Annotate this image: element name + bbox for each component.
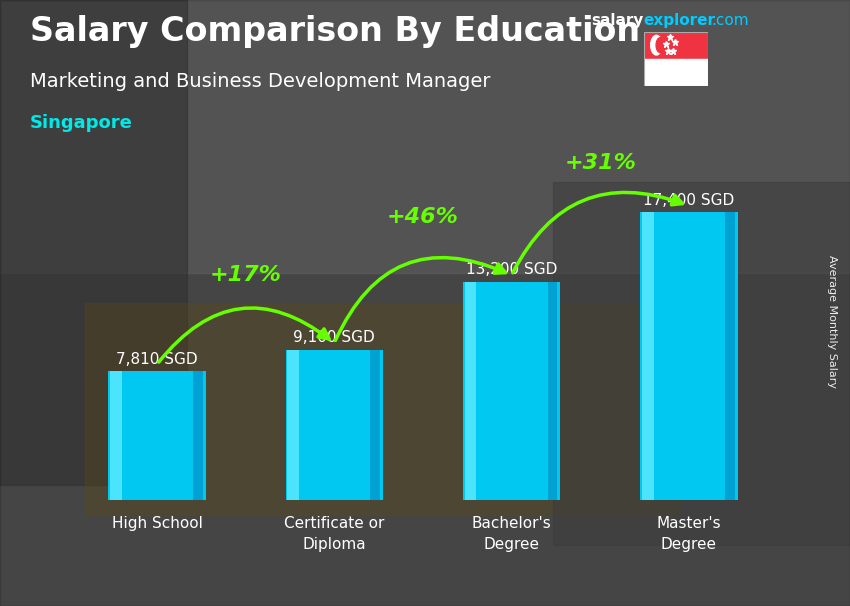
- Text: +46%: +46%: [387, 207, 459, 227]
- Bar: [547, 282, 558, 500]
- Bar: [110, 371, 122, 500]
- Circle shape: [650, 35, 662, 55]
- Text: +17%: +17%: [210, 265, 281, 285]
- Text: Marketing and Business Development Manager: Marketing and Business Development Manag…: [30, 72, 490, 90]
- Bar: [108, 371, 206, 500]
- Text: 7,810 SGD: 7,810 SGD: [116, 351, 198, 367]
- Bar: [85, 303, 680, 515]
- Text: 13,200 SGD: 13,200 SGD: [466, 262, 558, 278]
- Text: 17,400 SGD: 17,400 SGD: [643, 193, 734, 208]
- Text: salary: salary: [591, 13, 643, 28]
- Bar: [725, 212, 734, 500]
- Bar: [552, 182, 850, 545]
- Bar: [286, 350, 383, 500]
- Bar: [371, 350, 380, 500]
- Text: .com: .com: [711, 13, 749, 28]
- Text: Singapore: Singapore: [30, 114, 133, 132]
- Bar: [642, 212, 654, 500]
- Bar: [462, 282, 560, 500]
- Bar: [287, 350, 299, 500]
- Bar: [0, 0, 187, 485]
- Bar: [644, 59, 708, 86]
- Text: 9,100 SGD: 9,100 SGD: [293, 330, 375, 345]
- Bar: [465, 282, 476, 500]
- Circle shape: [656, 38, 665, 53]
- Text: explorer: explorer: [643, 13, 716, 28]
- Bar: [193, 371, 203, 500]
- Text: Salary Comparison By Education: Salary Comparison By Education: [30, 15, 640, 48]
- Bar: [644, 32, 708, 59]
- Text: +31%: +31%: [564, 153, 636, 173]
- Bar: [640, 212, 738, 500]
- Bar: [0, 0, 850, 273]
- Text: Average Monthly Salary: Average Monthly Salary: [827, 255, 837, 388]
